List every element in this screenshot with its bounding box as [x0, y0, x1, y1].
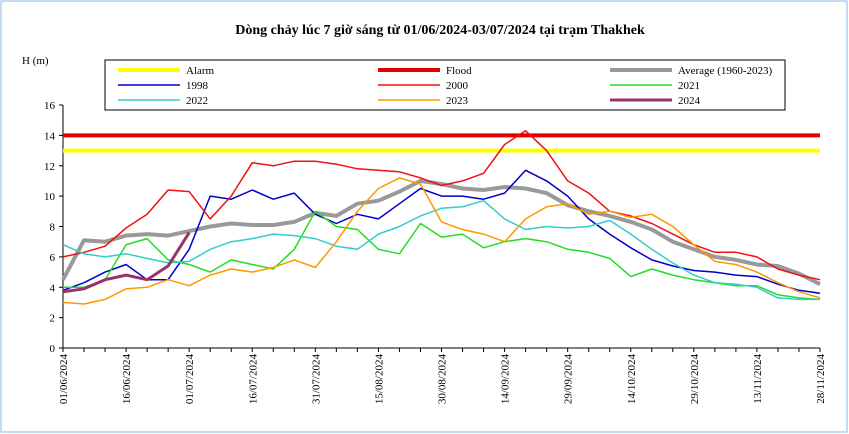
x-tick-label: 01/07/2024: [184, 354, 196, 405]
y-tick-label: 6: [50, 252, 56, 264]
legend-label: 2000: [446, 80, 469, 92]
y-tick-label: 4: [50, 282, 56, 294]
y-tick-label: 0: [50, 343, 56, 355]
x-tick-label: 14/10/2024: [626, 354, 638, 405]
y-tick-label: 8: [50, 222, 56, 234]
x-tick-label: 15/08/2024: [373, 354, 385, 405]
series-line: [61, 178, 821, 286]
x-tick-label: 16/07/2024: [247, 354, 259, 405]
legend-label: Flood: [446, 65, 472, 77]
legend-label: 2021: [678, 80, 700, 92]
y-tick-label: 2: [50, 313, 56, 325]
series-line: [62, 199, 820, 301]
x-tick-label: 30/08/2024: [437, 354, 449, 405]
legend-label: 2022: [186, 95, 208, 107]
x-tick-label: 13/11/2024: [752, 354, 764, 404]
y-axis-label: H (m): [22, 55, 49, 67]
series-line: [62, 169, 821, 295]
x-tick-label: 01/06/2024: [58, 354, 70, 405]
x-tick-label: 29/10/2024: [689, 354, 701, 405]
legend-label: Average (1960-2023): [678, 65, 773, 77]
y-tick-label: 14: [44, 130, 56, 142]
x-tick-label: 31/07/2024: [310, 354, 322, 405]
series-line: [63, 210, 821, 301]
series-line: [62, 177, 821, 305]
chart-title: Dòng chảy lúc 7 giờ sáng từ 01/06/2024-0…: [235, 23, 645, 38]
y-tick-label: 12: [44, 161, 55, 173]
x-tick-label: 28/11/2024: [815, 354, 827, 404]
y-tick-label: 10: [44, 191, 56, 203]
x-tick-label: 16/06/2024: [121, 354, 133, 405]
series-line: [62, 231, 191, 294]
x-tick-label: 29/09/2024: [563, 354, 575, 405]
y-tick-label: 16: [44, 100, 56, 112]
x-tick-label: 14/09/2024: [500, 354, 512, 405]
legend-label: 2023: [446, 95, 469, 107]
legend-label: Alarm: [186, 65, 215, 77]
legend-label: 2024: [678, 95, 701, 107]
legend-label: 1998: [186, 80, 209, 92]
